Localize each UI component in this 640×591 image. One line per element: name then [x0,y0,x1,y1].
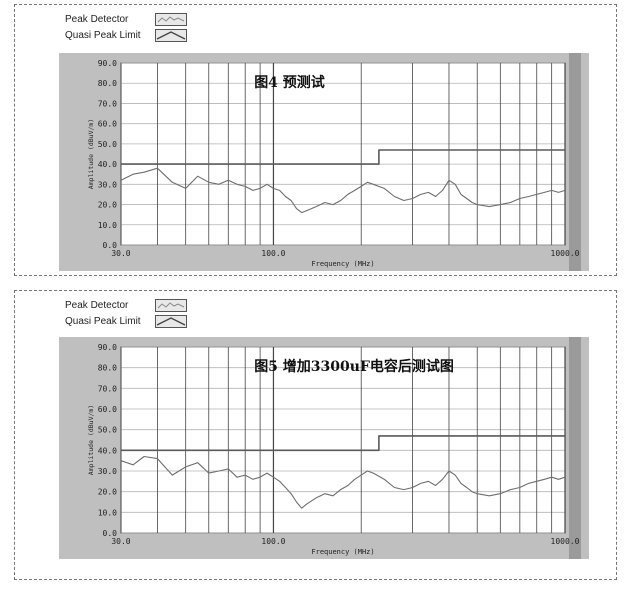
y-tick-label: 40.0 [98,446,117,455]
y-tick-label: 20.0 [98,201,117,210]
y-tick-label: 30.0 [98,467,117,476]
series-peak-detector-line [120,455,566,509]
chart-panel-2: Peak Detector Quasi Peak Limit 0.0 10.0 20… [14,290,617,580]
legend-label-peak-detector: Peak Detector [65,299,129,311]
plot-area [120,62,566,246]
x-axis-label: Frequency (MHz) [311,260,374,268]
y-tick-label: 90.0 [98,59,117,68]
chart-1: 0.0 10.0 20.0 30.0 40.0 50.0 60.0 70.0 80.0 90.0 3… [59,53,589,271]
y-tick-label: 0.0 [103,529,118,538]
series-quasi-peak-limit-line [121,149,565,165]
quasi-peak-limit-swatch-icon [155,314,187,328]
x-tick-label: 30.0 [111,249,130,258]
legend-entry-quasi-peak-limit: Quasi Peak Limit [65,313,187,329]
chart-2: 0.0 10.0 20.0 30.0 40.0 50.0 60.0 70.0 80.0 90.0 3… [59,337,589,559]
y-tick-label: 20.0 [98,488,117,497]
y-tick-label: 90.0 [98,343,117,352]
chart-title: 图5 增加3300uF电容后测试图 [254,358,454,375]
legend-label-quasi-peak-limit: Quasi Peak Limit [65,315,141,327]
x-tick-label: 1000.0 [551,537,580,546]
x-tick-label: 100.0 [261,249,285,258]
y-tick-label: 80.0 [98,364,117,373]
x-tick-label: 30.0 [111,537,130,546]
y-tick-label: 50.0 [98,140,117,149]
peak-detector-swatch-icon [155,298,187,312]
legend-entry-quasi-peak-limit: Quasi Peak Limit [65,27,187,43]
x-tick-label: 100.0 [261,537,285,546]
y-tick-label: 30.0 [98,180,117,189]
quasi-peak-limit-swatch-icon [155,28,187,42]
peak-detector-swatch-icon [155,12,187,26]
legend: Peak Detector Quasi Peak Limit [65,297,187,329]
y-tick-label: 60.0 [98,120,117,129]
legend-label-peak-detector: Peak Detector [65,13,129,25]
y-tick-label: 70.0 [98,99,117,108]
chart-panel-1: Peak Detector Quasi Peak Limit 0.0 10.0 20… [14,4,617,276]
chart-title: 图4 预测试 [254,74,325,91]
x-tick-label: 1000.0 [551,249,580,258]
chart-side-bar [569,337,581,559]
y-tick-label: 60.0 [98,405,117,414]
y-tick-label: 0.0 [103,241,118,250]
chart-side-bar [569,53,581,271]
y-axis-label: Amplitude (dBuV/m) [87,119,95,189]
y-tick-label: 40.0 [98,160,117,169]
series-quasi-peak-limit-line [121,435,565,452]
x-axis-label: Frequency (MHz) [311,548,374,556]
y-tick-label: 10.0 [98,221,117,230]
y-tick-label: 80.0 [98,79,117,88]
legend-entry-peak-detector: Peak Detector [65,297,187,313]
y-tick-label: 70.0 [98,384,117,393]
legend: Peak Detector Quasi Peak Limit [65,11,187,43]
legend-label-quasi-peak-limit: Quasi Peak Limit [65,29,141,41]
y-axis-label: Amplitude (dBuV/m) [87,405,95,475]
series-peak-detector-line [120,167,566,214]
y-tick-label: 10.0 [98,508,117,517]
legend-entry-peak-detector: Peak Detector [65,11,187,27]
y-tick-label: 50.0 [98,426,117,435]
